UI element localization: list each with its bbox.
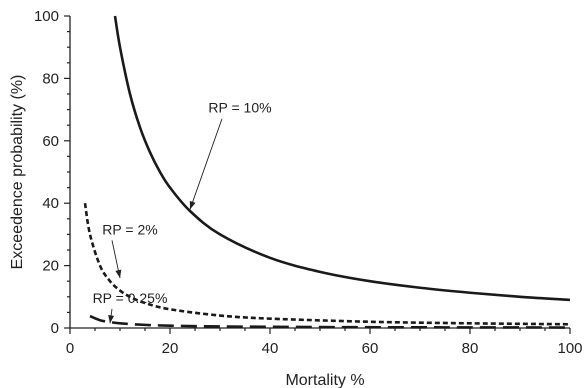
x-tick-label: 20 <box>162 340 179 357</box>
y-tick-label: 80 <box>42 70 59 87</box>
y-tick-label: 20 <box>42 258 59 275</box>
y-tick-label: 60 <box>42 133 59 150</box>
annotation-label-1: RP = 10% <box>208 100 271 116</box>
y-ticks: 0 20 40 60 80 100 <box>34 8 70 337</box>
x-tick-label: 40 <box>262 340 279 357</box>
annotation-arrowhead-3 <box>108 314 115 324</box>
annotation-label-2: RP = 2% <box>102 221 157 237</box>
y-tick-label: 0 <box>51 320 59 337</box>
plot-area: 0 20 40 60 80 100 0 20 40 60 80 100 RP = 10% RP = 2… <box>34 8 583 357</box>
x-ticks: 0 20 40 60 80 100 <box>66 328 583 357</box>
x-tick-label: 100 <box>557 340 582 357</box>
x-tick-label: 80 <box>462 340 479 357</box>
series-group <box>83 15 571 329</box>
annotation-arrowhead-2 <box>115 269 122 279</box>
annotation-arrowhead-1 <box>189 200 196 210</box>
series-line-2 <box>83 202 571 326</box>
annotation-group: RP = 10% RP = 2% RP = 0.25% <box>93 100 272 324</box>
x-axis-title: Mortality % <box>285 372 364 388</box>
y-axis-title: Exceedence probability (%) <box>9 75 26 270</box>
y-tick-label: 40 <box>42 195 59 212</box>
series-line-3 <box>89 314 571 329</box>
annotation-label-3: RP = 0.25% <box>93 290 168 306</box>
x-tick-label: 0 <box>66 340 74 357</box>
y-tick-label: 100 <box>34 8 59 25</box>
series-line-1 <box>113 15 571 302</box>
annotation-pointer-1 <box>189 118 223 210</box>
x-tick-label: 60 <box>362 340 379 357</box>
